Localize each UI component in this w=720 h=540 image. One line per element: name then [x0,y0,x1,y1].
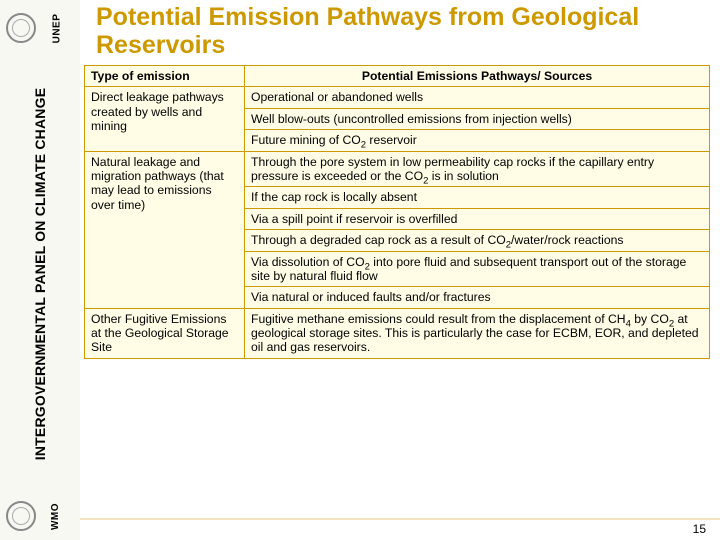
content-area: Potential Emission Pathways from Geologi… [80,0,720,540]
group1-row3: Future mining of CO2 reservoir [245,130,710,151]
header-type: Type of emission [85,66,245,87]
group2-type: Natural leakage and migration pathways (… [85,151,245,308]
group2-row2: If the cap rock is locally absent [245,187,710,208]
page-number: 15 [693,522,706,536]
table-row: Other Fugitive Emissions at the Geologic… [85,308,710,358]
group2-row3: Via a spill point if reservoir is overfi… [245,208,710,229]
wmo-label: WMO [50,502,61,529]
group2-row5: Via dissolution of CO2 into pore fluid a… [245,251,710,287]
emissions-table: Type of emission Potential Emissions Pat… [84,65,710,359]
table-row: Direct leakage pathways created by wells… [85,87,710,108]
unep-label: UNEP [51,13,62,43]
ipcc-label: INTERGOVERNMENTAL PANEL ON CLIMATE CHANG… [32,88,48,460]
group2-row6: Via natural or induced faults and/or fra… [245,287,710,308]
group1-row2: Well blow-outs (uncontrolled emissions f… [245,108,710,129]
group1-type: Direct leakage pathways created by wells… [85,87,245,151]
group3-type: Other Fugitive Emissions at the Geologic… [85,308,245,358]
table-row: Natural leakage and migration pathways (… [85,151,710,187]
group2-row1: Through the pore system in low permeabil… [245,151,710,187]
sidebar: UNEP INTERGOVERNMENTAL PANEL ON CLIMATE … [0,0,80,540]
group1-row1: Operational or abandoned wells [245,87,710,108]
slide: UNEP INTERGOVERNMENTAL PANEL ON CLIMATE … [0,0,720,540]
header-source: Potential Emissions Pathways/ Sources [245,66,710,87]
unep-logo-icon [6,13,36,43]
group3-row1: Fugitive methane emissions could result … [245,308,710,358]
wmo-logo-icon [6,501,36,531]
group2-row4: Through a degraded cap rock as a result … [245,230,710,251]
sidebar-ipcc-block: INTERGOVERNMENTAL PANEL ON CLIMATE CHANG… [0,56,80,492]
table-wrap: Type of emission Potential Emissions Pat… [80,63,720,540]
sidebar-unep-block: UNEP [0,0,80,56]
sidebar-wmo-block: WMO [0,492,80,540]
footer-rule [80,518,720,520]
page-title: Potential Emission Pathways from Geologi… [96,4,704,59]
table-header-row: Type of emission Potential Emissions Pat… [85,66,710,87]
title-row: Potential Emission Pathways from Geologi… [80,0,720,63]
